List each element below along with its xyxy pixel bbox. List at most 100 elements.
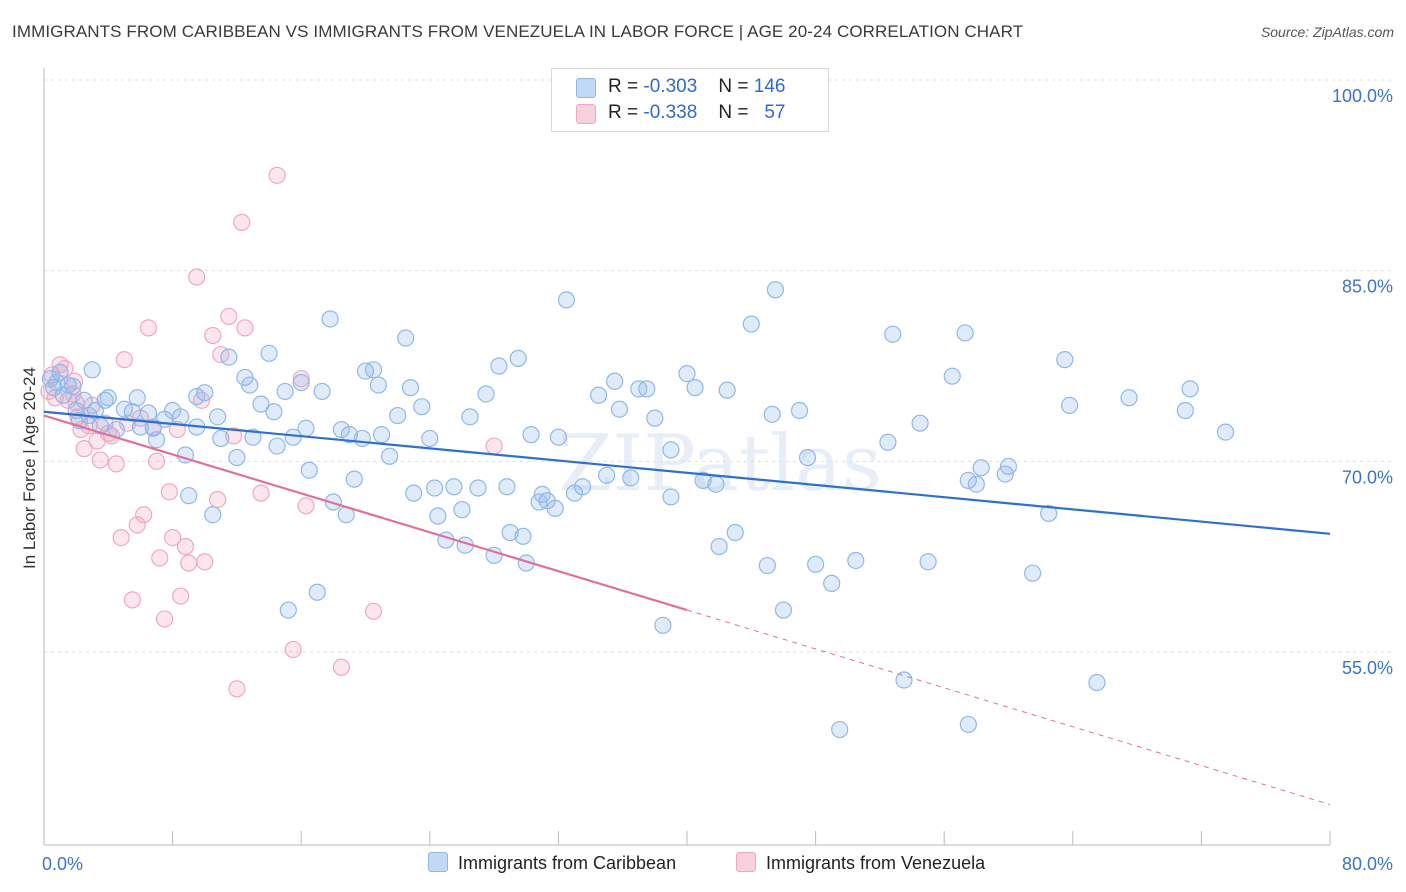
caribbean-point bbox=[345, 470, 363, 488]
caribbean-point bbox=[501, 523, 519, 542]
caribbean-point bbox=[477, 385, 495, 403]
caribbean-trend-line bbox=[43, 410, 1331, 535]
caribbean-point bbox=[209, 408, 227, 426]
caribbean-point bbox=[646, 409, 664, 427]
x-tick-labels: 0.0% 80.0% bbox=[42, 854, 1393, 874]
venezuela-point bbox=[292, 370, 310, 388]
venezuela-legend-label: Immigrants from Venezuela bbox=[766, 853, 986, 873]
caribbean-point bbox=[1088, 673, 1106, 692]
y-tick-labels: 55.0% 70.0% 85.0% 100.0% bbox=[1332, 86, 1393, 678]
chart-title: IMMIGRANTS FROM CARIBBEAN VS IMMIGRANTS … bbox=[12, 22, 1024, 41]
venezuela-point bbox=[180, 554, 198, 572]
caribbean-point bbox=[823, 574, 841, 592]
caribbean-point bbox=[763, 405, 781, 423]
caribbean-point bbox=[268, 437, 286, 455]
caribbean-point bbox=[292, 373, 310, 392]
venezuela-point bbox=[236, 319, 254, 337]
venezuela-point bbox=[220, 307, 238, 326]
grid-lines bbox=[44, 79, 1394, 653]
venezuela-point bbox=[115, 351, 133, 369]
caribbean-point bbox=[598, 466, 616, 484]
caribbean-point bbox=[83, 361, 101, 379]
caribbean-point bbox=[831, 720, 849, 739]
y-tick-label: 70.0% bbox=[1342, 467, 1393, 487]
venezuela-r-value: -0.338 bbox=[643, 102, 698, 123]
caribbean-point bbox=[139, 404, 158, 422]
caribbean-point bbox=[241, 376, 259, 394]
caribbean-point bbox=[959, 715, 977, 734]
caribbean-point bbox=[297, 419, 315, 437]
caribbean-point bbox=[469, 479, 487, 497]
venezuela-point bbox=[155, 610, 174, 628]
caribbean-point bbox=[895, 671, 913, 689]
caribbean-point bbox=[413, 398, 431, 416]
venezuela-point bbox=[135, 506, 153, 524]
venezuela-n-value: 57 bbox=[764, 102, 786, 123]
y-tick-label: 55.0% bbox=[1342, 658, 1393, 678]
caribbean-point bbox=[996, 465, 1014, 483]
caribbean-point bbox=[514, 527, 532, 545]
venezuela-point bbox=[147, 452, 166, 470]
venezuela-point bbox=[75, 440, 93, 458]
venezuela-point bbox=[196, 553, 214, 571]
caribbean-point bbox=[313, 382, 331, 401]
n-label: N = bbox=[718, 76, 749, 97]
caribbean-point bbox=[204, 506, 222, 524]
venezuela-point bbox=[364, 602, 383, 620]
caribbean-n-value: 146 bbox=[753, 76, 786, 97]
caribbean-point bbox=[622, 469, 640, 487]
caribbean-point bbox=[180, 487, 198, 505]
caribbean-point bbox=[718, 381, 736, 399]
caribbean-point bbox=[546, 499, 564, 517]
y-tick-label: 100.0% bbox=[1332, 86, 1393, 106]
venezuela-legend-swatch bbox=[736, 852, 756, 872]
caribbean-point bbox=[774, 601, 793, 619]
caribbean-point bbox=[429, 507, 447, 525]
caribbean-point bbox=[1060, 396, 1079, 415]
caribbean-point bbox=[461, 408, 479, 426]
caribbean-point bbox=[967, 475, 985, 493]
venezuela-point bbox=[297, 497, 315, 515]
venezuela-point bbox=[151, 549, 169, 567]
caribbean-point bbox=[758, 556, 776, 575]
venezuela-points bbox=[40, 166, 503, 698]
caribbean-points bbox=[41, 281, 1235, 739]
caribbean-point bbox=[1120, 389, 1138, 407]
caribbean-point bbox=[707, 475, 725, 493]
venezuela-point bbox=[233, 213, 251, 231]
caribbean-point bbox=[509, 349, 527, 367]
venezuela-point bbox=[176, 537, 195, 556]
caribbean-point bbox=[381, 447, 399, 465]
caribbean-r-value: -0.303 bbox=[643, 76, 698, 97]
caribbean-point bbox=[654, 616, 672, 634]
venezuela-point bbox=[332, 658, 350, 676]
legend-item-caribbean: Immigrants from Caribbean bbox=[428, 852, 676, 874]
venezuela-point bbox=[284, 640, 302, 659]
caribbean-point bbox=[212, 429, 230, 448]
caribbean-point bbox=[557, 291, 576, 309]
caribbean-point bbox=[64, 377, 82, 395]
venezuela-point bbox=[164, 528, 182, 547]
venezuela-point bbox=[112, 528, 130, 547]
caribbean-point bbox=[956, 324, 974, 342]
caribbean-point bbox=[196, 384, 214, 402]
caribbean-point bbox=[364, 361, 383, 379]
venezuela-point bbox=[139, 319, 158, 337]
venezuela-point bbox=[123, 591, 142, 609]
legend-item-venezuela: Immigrants from Venezuela bbox=[736, 852, 985, 874]
caribbean-point bbox=[919, 553, 937, 571]
caribbean-point bbox=[1176, 401, 1194, 420]
caribbean-point bbox=[453, 501, 471, 519]
venezuela-point bbox=[268, 166, 286, 184]
caribbean-point bbox=[710, 537, 728, 556]
caribbean-point bbox=[911, 414, 929, 432]
caribbean-point bbox=[128, 389, 146, 407]
venezuela-point bbox=[228, 680, 246, 698]
caribbean-point bbox=[726, 523, 744, 542]
caribbean-point bbox=[308, 583, 326, 601]
caribbean-point bbox=[1216, 423, 1235, 441]
caribbean-point bbox=[638, 380, 656, 398]
caribbean-point bbox=[188, 387, 206, 406]
x-tick-label-min: 0.0% bbox=[42, 854, 83, 874]
